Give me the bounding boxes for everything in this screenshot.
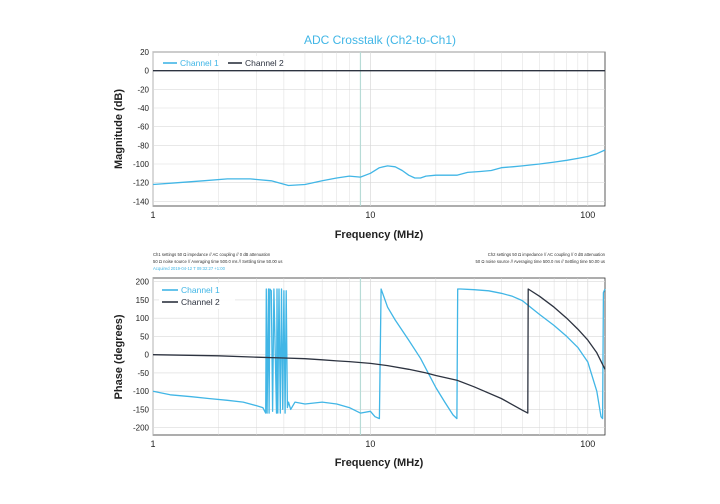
- phase-legend-box: [159, 283, 235, 309]
- phase-y-tick-label: 200: [136, 278, 150, 287]
- magnitude-y-tick-label: 0: [145, 67, 150, 76]
- magnitude-y-axis-label: Magnitude (dB): [113, 89, 125, 169]
- legend-label-channel-1: Channel 1: [181, 285, 220, 295]
- phase-y-tick-label: -200: [133, 424, 150, 433]
- chart-title: ADC Crosstalk (Ch2-to-Ch1): [304, 33, 456, 47]
- phase-y-axis-label: Phase (degrees): [113, 314, 125, 399]
- phase-x-axis-label: Frequency (MHz): [335, 457, 424, 469]
- phase-y-tick-label: -100: [133, 387, 150, 396]
- phase-x-tick-label: 10: [365, 439, 375, 449]
- magnitude-y-tick-label: 20: [140, 48, 149, 57]
- magnitude-y-tick-label: -100: [133, 160, 150, 169]
- legend-label-channel-2: Channel 2: [245, 58, 284, 68]
- phase-y-tick-label: 50: [140, 332, 149, 341]
- magnitude-y-tick-label: -40: [137, 104, 149, 113]
- magnitude-y-ticks: 20 0 -20 -40 -60 -80 -100 -120 -140: [133, 48, 150, 206]
- magnitude-x-axis-label: Frequency (MHz): [335, 229, 424, 241]
- phase-y-tick-label: 100: [136, 314, 150, 323]
- phase-series-2-line: [152, 288, 606, 414]
- magnitude-plot-frame: [152, 51, 606, 207]
- phase-x-tick-label: 1: [150, 439, 155, 449]
- magnitude-y-tick-label: -140: [133, 197, 150, 206]
- magnitude-x-tick-label: 100: [580, 210, 595, 220]
- phase-x-tick-label: 100: [580, 439, 595, 449]
- magnitude-y-tick-label: -20: [137, 85, 149, 94]
- magnitude-y-tick-label: -60: [137, 123, 149, 132]
- note-left-line3: Acquired 2019-04-12 T 09:32:27 +1:00: [153, 266, 226, 271]
- acquisition-notes: Ch1 settings 50 Ω impedance // AC coupli…: [153, 252, 606, 271]
- phase-legend: Channel 1 Channel 2: [159, 283, 235, 309]
- phase-plot: 200 150 100 50 0 -50 -100 -150 -200 1 10 100 Chann…: [113, 277, 606, 469]
- magnitude-y-tick-label: -80: [137, 141, 149, 150]
- note-left-line1: Ch1 settings 50 Ω impedance // AC coupli…: [153, 252, 271, 257]
- phase-y-tick-label: 150: [136, 296, 150, 305]
- magnitude-x-tick-label: 10: [365, 210, 375, 220]
- phase-series: [152, 288, 606, 420]
- phase-series-1-line: [152, 288, 606, 420]
- magnitude-y-tick-label: -120: [133, 179, 150, 188]
- note-right-line1: Ch2 settings 50 Ω impedance // AC coupli…: [488, 252, 606, 257]
- phase-y-tick-label: 0: [145, 351, 150, 360]
- phase-y-ticks: 200 150 100 50 0 -50 -100 -150 -200: [133, 278, 150, 433]
- note-left-line2: 50 Ω noise source // Averaging time 500.…: [153, 259, 282, 264]
- legend-label-channel-2: Channel 2: [181, 297, 220, 307]
- magnitude-legend: Channel 1 Channel 2: [160, 56, 298, 70]
- note-right-line2: 50 Ω noise source // Averaging time 500.…: [476, 259, 605, 264]
- phase-grid: [152, 278, 605, 435]
- magnitude-plot: 20 0 -20 -40 -60 -80 -100 -120 -140 1 10 100 Chann…: [113, 48, 606, 241]
- phase-x-ticks: 1 10 100: [150, 439, 595, 449]
- phase-y-tick-label: -150: [133, 405, 150, 414]
- phase-y-tick-label: -50: [137, 369, 149, 378]
- magnitude-x-ticks: 1 10 100: [150, 210, 595, 220]
- legend-label-channel-1: Channel 1: [180, 58, 219, 68]
- magnitude-grid: [152, 51, 605, 206]
- magnitude-series-1-line: [152, 149, 606, 187]
- magnitude-series: [152, 70, 606, 187]
- magnitude-x-tick-label: 1: [150, 210, 155, 220]
